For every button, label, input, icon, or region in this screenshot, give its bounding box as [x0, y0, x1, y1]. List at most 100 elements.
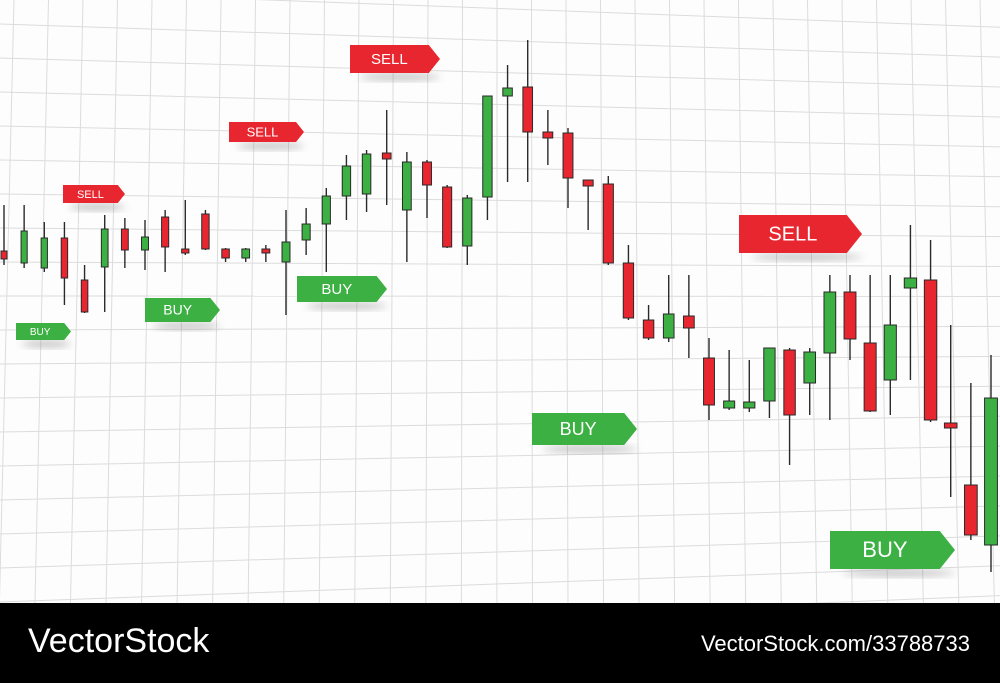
- grid-line: [0, 505, 1000, 535]
- signal-tag: [16, 323, 71, 340]
- candle-body: [783, 349, 796, 416]
- signal-tag: [532, 413, 637, 445]
- candle-body: [622, 262, 635, 319]
- grid-line: [0, 23, 1000, 58]
- signal-label: SELL: [768, 223, 817, 245]
- grid-line: [0, 159, 1000, 178]
- candle-body: [422, 161, 432, 186]
- label-shadow: [842, 570, 955, 576]
- candle-body: [763, 347, 776, 402]
- candle-body: [141, 236, 149, 251]
- candle-body: [542, 131, 554, 139]
- candle-body: [963, 484, 978, 536]
- candle-body: [502, 87, 513, 97]
- candle-body: [181, 248, 190, 254]
- candle-body: [221, 248, 230, 259]
- grid-line: [0, 193, 1000, 208]
- candle-body: [381, 152, 392, 160]
- grid-line: [910, 0, 924, 604]
- candle-body: [582, 179, 594, 187]
- candle-body: [281, 241, 291, 263]
- grid-line: [772, 0, 782, 604]
- candle-body: [903, 277, 918, 289]
- signal-tag: [830, 531, 955, 569]
- grid-line: [0, 355, 1000, 365]
- candle-body: [863, 342, 877, 412]
- candle-body: [100, 228, 109, 268]
- signal-tag: [229, 122, 304, 142]
- candle-body: [80, 279, 89, 313]
- candle-body: [321, 195, 331, 225]
- signal-label: SELL: [77, 189, 104, 201]
- grid-line: [600, 0, 605, 604]
- candle-body: [923, 279, 938, 421]
- signal-label: BUY: [862, 537, 908, 562]
- candle-body: [161, 216, 170, 248]
- candle-body: [984, 397, 998, 546]
- candle-body: [843, 291, 857, 340]
- candle-body: [60, 237, 69, 279]
- candle-body: [261, 248, 271, 254]
- brand: VectorStock: [28, 622, 210, 660]
- grid-line: [69, 0, 84, 604]
- candle-body: [401, 161, 412, 211]
- grid-line: [0, 261, 1000, 268]
- candle-body: [482, 95, 493, 198]
- candle-body: [642, 319, 655, 339]
- grid-line: [945, 0, 960, 604]
- plot: [0, 40, 998, 572]
- grid-line: [212, 0, 222, 604]
- grid-line: [807, 0, 818, 604]
- grid-line: [0, 565, 1000, 603]
- grid-line: [425, 0, 429, 604]
- signal-tag: [350, 45, 440, 73]
- grid-line: [0, 445, 1000, 467]
- grid-line: [0, 57, 1000, 88]
- grid-line: [0, 125, 1000, 148]
- label-shadow: [542, 446, 637, 452]
- candle-body: [241, 248, 251, 259]
- candle-body: [602, 183, 614, 264]
- candle-body: [40, 237, 48, 269]
- grid-line: [0, 0, 15, 600]
- grid-line: [0, 415, 1000, 433]
- signal-label: SELL: [371, 51, 408, 68]
- grid-line: [703, 0, 711, 604]
- grid-line: [389, 0, 394, 604]
- grid-line: [669, 0, 676, 604]
- signal-label: SELL: [247, 124, 279, 139]
- grid-line: [0, 475, 1000, 501]
- grid-line: [0, 385, 1000, 399]
- candle-body: [341, 165, 352, 197]
- candle-body: [442, 186, 453, 248]
- footer-band: [0, 603, 1000, 683]
- candle-body: [20, 230, 28, 264]
- candle-body: [301, 223, 311, 241]
- candle-body: [201, 213, 210, 250]
- signal-tag: [145, 298, 220, 322]
- label-shadow: [306, 303, 387, 309]
- signal-label: BUY: [163, 302, 192, 318]
- candle-body: [120, 228, 129, 251]
- label-shadow: [21, 341, 71, 347]
- signal-tag: [739, 215, 862, 253]
- signal-label: BUY: [30, 327, 51, 338]
- grid-line: [255, 0, 1000, 28]
- signal-label: BUY: [560, 419, 597, 439]
- label-shadow: [152, 323, 220, 329]
- grid-line: [283, 0, 291, 604]
- candle-body: [743, 401, 756, 409]
- candle-body: [462, 197, 473, 247]
- grid-line: [0, 91, 1000, 118]
- annotations: SELL BUY SELL BUY SELL BUY BUY SELL BUY: [16, 45, 955, 576]
- label-shadow: [751, 254, 863, 260]
- grid-line: [738, 0, 747, 604]
- signal-tag: [63, 185, 125, 203]
- candle-body: [823, 291, 837, 354]
- grid-line: [634, 0, 640, 604]
- candle-body: [703, 357, 715, 406]
- image-id: VectorStock.com/33788733: [701, 631, 970, 656]
- signal-tag: [297, 276, 387, 302]
- grid-line: [247, 0, 256, 604]
- candle-body: [0, 250, 8, 260]
